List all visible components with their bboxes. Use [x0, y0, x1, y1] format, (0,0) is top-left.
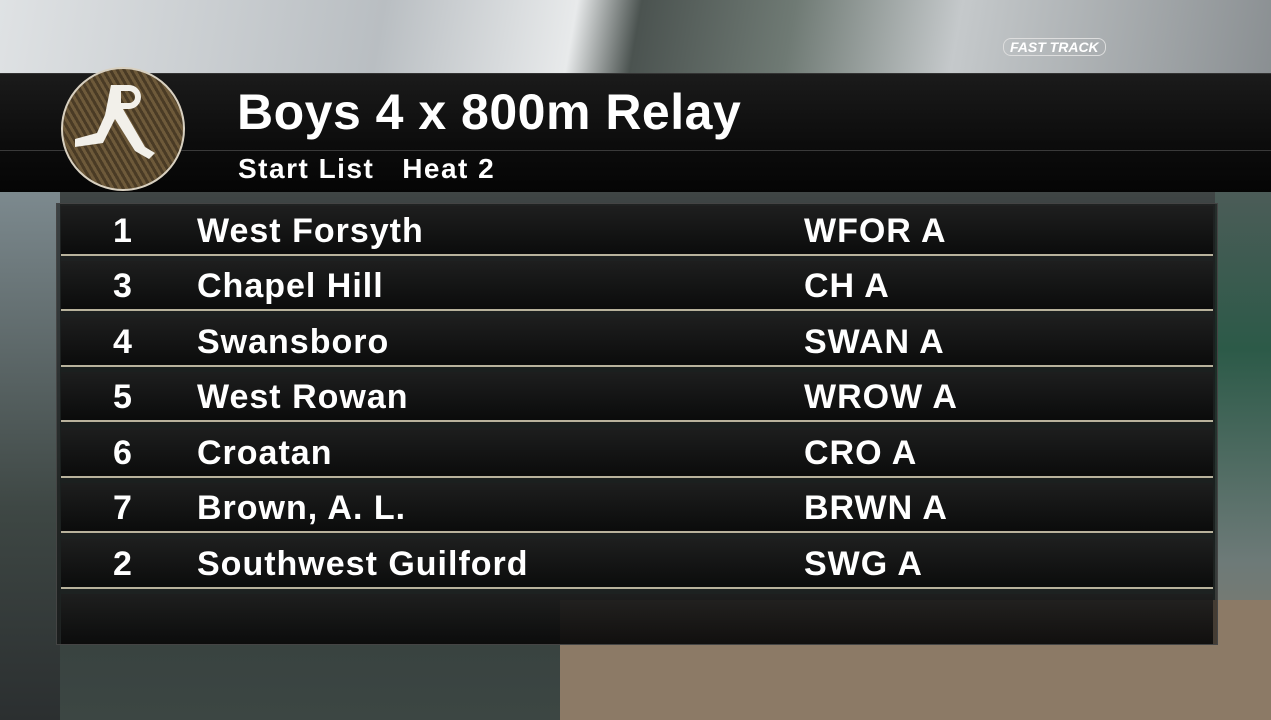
table-row: 1 West Forsyth WFOR A [61, 206, 1213, 256]
lane-number: 4 [113, 323, 133, 361]
start-list-table: 1 West Forsyth WFOR A 3 Chapel Hill CH A… [56, 203, 1218, 645]
team-code: WFOR A [804, 212, 947, 250]
arena-stands-left [0, 190, 60, 720]
team-code: WROW A [804, 378, 958, 416]
empty-table-row [61, 594, 1213, 644]
table-row: 7 Brown, A. L. BRWN A [61, 483, 1213, 533]
team-name: Swansboro [197, 323, 390, 361]
event-title: Boys 4 x 800m Relay [237, 84, 742, 140]
fast-track-logo: FAST TRACK [1003, 38, 1106, 56]
team-code: BRWN A [804, 489, 948, 527]
header-divider [0, 150, 1271, 151]
arena-background [0, 0, 1271, 75]
team-name: Chapel Hill [197, 267, 384, 305]
lane-number: 1 [113, 212, 133, 250]
lane-number: 2 [113, 545, 133, 583]
team-code: SWAN A [804, 323, 945, 361]
table-row: 3 Chapel Hill CH A [61, 261, 1213, 311]
team-name: Southwest Guilford [197, 545, 529, 583]
team-name: West Forsyth [197, 212, 424, 250]
team-name: Brown, A. L. [197, 489, 407, 527]
team-code: CRO A [804, 434, 918, 472]
team-name: Croatan [197, 434, 333, 472]
lane-number: 6 [113, 434, 133, 472]
event-header: Boys 4 x 800m Relay Start List Heat 2 [0, 73, 1271, 192]
runner-r-logo-icon [61, 67, 185, 191]
lane-number: 5 [113, 378, 133, 416]
table-row: 6 Croatan CRO A [61, 428, 1213, 478]
team-code: CH A [804, 267, 890, 305]
lane-number: 7 [113, 489, 133, 527]
team-name: West Rowan [197, 378, 409, 416]
table-row: 2 Southwest Guilford SWG A [61, 539, 1213, 589]
event-subtitle: Start List Heat 2 [238, 153, 496, 184]
lane-number: 3 [113, 267, 133, 305]
table-row: 5 West Rowan WROW A [61, 372, 1213, 422]
table-row: 4 Swansboro SWAN A [61, 317, 1213, 367]
team-code: SWG A [804, 545, 923, 583]
